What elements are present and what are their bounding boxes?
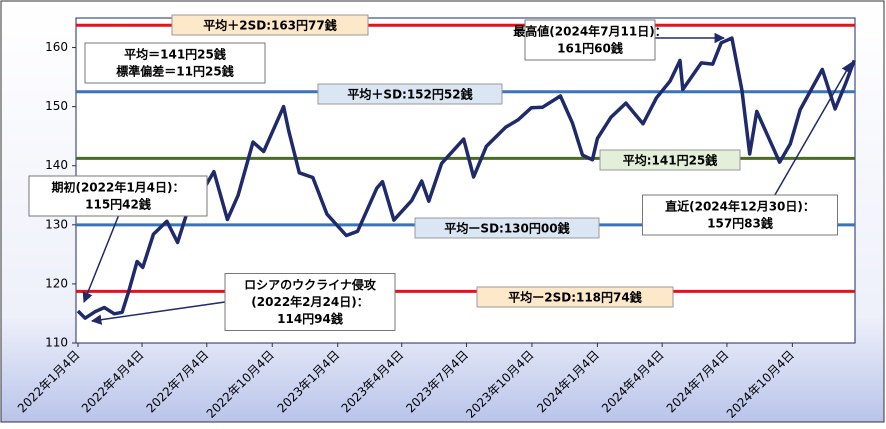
annotation-text: 114円94銭: [277, 311, 343, 326]
annotation-text: 直近(2024年12月30日)：: [665, 199, 815, 214]
annotation-text: 標準偏差＝11円25銭: [116, 64, 233, 79]
y-tick-label: 110: [45, 336, 68, 350]
annotation-box: [28, 175, 208, 217]
y-tick-label: 120: [45, 276, 68, 290]
annotation-text: (2022年2月24日)：: [251, 294, 368, 309]
reference-label: 平均ーSD:130円00銭: [444, 221, 569, 236]
reference-label: 平均:141円25銭: [623, 153, 718, 168]
annotation-text: 最高値(2024年7月11日)：: [513, 24, 666, 39]
reference-label-box: [317, 83, 503, 105]
reference-label: 平均ー2SD:118円74銭: [508, 290, 642, 305]
arrow: [90, 301, 226, 325]
y-tick-label: 130: [45, 217, 68, 231]
reference-label: 平均＋SD:152円52銭: [347, 87, 472, 102]
reference-label-box: [414, 217, 600, 239]
y-tick-label: 140: [45, 158, 68, 172]
annotation-text: 161円60銭: [557, 41, 623, 56]
annotation-box: [224, 273, 396, 331]
annotation-box: [524, 19, 656, 61]
annotation-text: 115円42銭: [85, 197, 151, 212]
annotation-text: ロシアのウクライナ侵攻: [244, 277, 377, 292]
arrow: [771, 62, 852, 201]
y-tick-label: 160: [45, 40, 68, 54]
annotation-text: 期初(2022年1月4日)：: [51, 180, 184, 195]
annotation-text: 平均＝141円25銭: [124, 47, 226, 62]
reference-label-box: [476, 286, 674, 308]
annotation-text: 157円83銭: [707, 216, 773, 231]
reference-label-box: [171, 14, 369, 36]
reference-label-box: [599, 149, 741, 171]
annotation-box: [84, 42, 266, 84]
annotation-box: [642, 194, 838, 236]
reference-label: 平均＋2SD:163円77銭: [203, 18, 337, 33]
arrow: [82, 211, 121, 303]
y-tick-label: 150: [45, 99, 68, 113]
